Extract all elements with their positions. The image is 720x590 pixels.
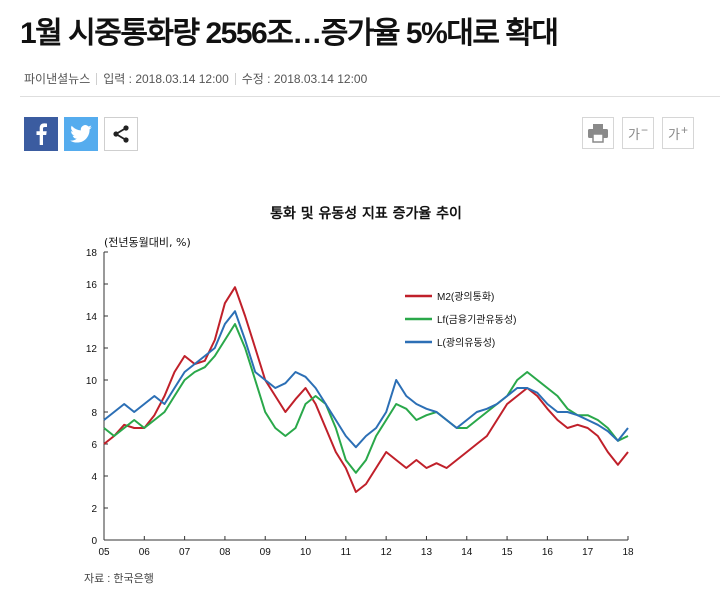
header-divider: [20, 96, 720, 97]
x-tick-label: 13: [421, 547, 433, 558]
share-button[interactable]: [104, 117, 138, 151]
x-tick-label: 05: [98, 547, 110, 558]
twitter-share-button[interactable]: [64, 117, 98, 151]
article-meta: 파이낸셜뉴스 입력 : 2018.03.14 12:00 수정 : 2018.0…: [24, 70, 367, 87]
font-increase-label: 가: [668, 126, 680, 142]
minus-icon: −: [640, 123, 648, 137]
y-tick-label: 14: [86, 312, 98, 323]
series-line-1: [103, 286, 629, 493]
x-tick-label: 16: [542, 547, 554, 558]
chart-title: 통화 및 유동성 지표 증가율 추이: [270, 205, 462, 222]
modified-date: 수정 : 2018.03.14 12:00: [241, 72, 368, 86]
x-tick-label: 11: [341, 547, 352, 558]
y-tick-label: 6: [91, 440, 97, 451]
y-tick-label: 2: [91, 504, 97, 515]
legend-label-1: M2(광의통화): [437, 291, 494, 303]
money-supply-chart: 통화 및 유동성 지표 증가율 추이 (전년동월대비, %) 0 2 4 6 8 10 12 14…: [86, 205, 634, 558]
chart-source: 자료 : 한국은행: [84, 573, 154, 585]
y-tick-label: 18: [86, 248, 98, 259]
twitter-icon: [70, 125, 92, 143]
x-tick-label: 12: [381, 547, 393, 558]
facebook-share-button[interactable]: [24, 117, 58, 151]
x-tick-label: 08: [219, 547, 231, 558]
x-tick-label: 17: [582, 547, 594, 558]
publisher-name[interactable]: 파이낸셜뉴스: [24, 72, 91, 86]
published-date: 입력 : 2018.03.14 12:00: [103, 72, 229, 86]
x-tick-label: 14: [461, 547, 473, 558]
x-tick-label: 15: [502, 547, 514, 558]
x-tick-label: 09: [260, 547, 272, 558]
y-axis-label: (전년동월대비, %): [104, 236, 191, 249]
facebook-icon: [36, 123, 47, 145]
x-tick-label: 06: [139, 547, 151, 558]
plus-icon: +: [680, 123, 688, 137]
meta-divider: [96, 72, 98, 85]
share-icon: [113, 125, 129, 143]
meta-divider: [234, 72, 236, 85]
legend-label-3: L(광의유동성): [437, 337, 495, 349]
x-tick-label: 10: [300, 547, 312, 558]
font-increase-button[interactable]: 가 +: [662, 117, 694, 149]
x-tick-label: 07: [179, 547, 191, 558]
y-tick-label: 16: [86, 280, 98, 291]
series-line-2: [103, 323, 629, 474]
series-line-3: [103, 310, 629, 449]
x-tick-label: 18: [622, 547, 634, 558]
print-button[interactable]: [582, 117, 614, 149]
legend-label-2: Lf(금융기관유동성): [437, 314, 516, 326]
font-decrease-label: 가: [628, 126, 640, 142]
y-tick-label: 4: [91, 472, 97, 483]
font-decrease-button[interactable]: 가 −: [622, 117, 654, 149]
article-title: 1월 시중통화량 2556조…증가율 5%대로 확대: [20, 17, 559, 50]
y-tick-label: 8: [91, 408, 97, 419]
y-tick-label: 0: [91, 536, 97, 547]
printer-icon: [588, 124, 608, 143]
y-tick-label: 12: [86, 344, 98, 355]
y-tick-label: 10: [86, 376, 98, 387]
